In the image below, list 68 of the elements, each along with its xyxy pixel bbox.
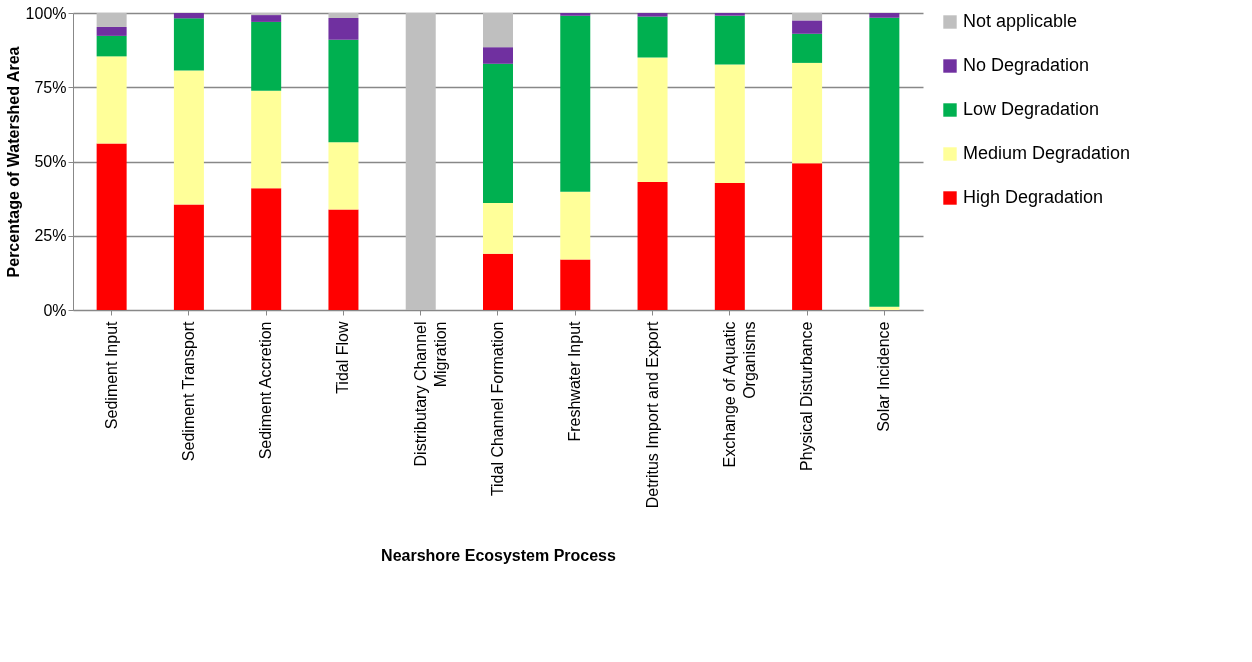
bar <box>637 13 668 17</box>
x-tick-label: Detritus Import and Export <box>643 320 661 509</box>
x-tick-label: Solar Incidence <box>875 321 893 432</box>
bar <box>328 142 359 210</box>
bar <box>483 13 513 48</box>
bar <box>483 47 513 64</box>
bar <box>96 35 127 57</box>
bar <box>251 90 282 189</box>
bar <box>251 21 282 91</box>
bar <box>251 15 282 22</box>
legend-label: Not applicable <box>963 11 1078 31</box>
x-tick-label: Sediment Accretion <box>257 321 275 460</box>
bar <box>96 143 127 310</box>
bar <box>560 15 591 192</box>
bar <box>869 13 900 18</box>
bar <box>483 63 513 204</box>
bar <box>96 13 127 27</box>
bar <box>405 13 436 310</box>
bar <box>714 15 745 65</box>
bar <box>714 182 745 310</box>
bar <box>328 13 359 19</box>
bar <box>328 18 359 40</box>
legend-label: No Degradation <box>963 55 1090 75</box>
y-tick-label: 50% <box>34 153 67 170</box>
legend-label: Low Degradation <box>963 99 1100 119</box>
x-tick-label: Tidal Flow <box>334 321 352 394</box>
bar <box>637 57 668 182</box>
x-tick-label: Distributary Channel Migration <box>411 321 449 467</box>
y-axis-title: Percentage of Watershed Area <box>4 46 22 278</box>
bar <box>714 13 745 16</box>
legend-label: Medium Degradation <box>963 143 1131 163</box>
bar <box>560 13 591 16</box>
bar <box>560 191 591 260</box>
bar <box>173 70 204 205</box>
bar <box>560 259 591 310</box>
bar <box>173 13 204 19</box>
y-tick-label: 100% <box>25 4 67 22</box>
bar <box>483 253 513 310</box>
bar <box>96 26 127 36</box>
x-tick-label: Tidal Channel Formation <box>489 321 506 497</box>
bar <box>483 203 513 254</box>
bar <box>792 13 823 21</box>
bar <box>251 13 282 16</box>
bar <box>328 39 359 143</box>
bar <box>637 181 668 310</box>
x-tick-label: Freshwater Input <box>566 320 584 442</box>
bar <box>328 209 359 310</box>
bar <box>173 204 204 310</box>
y-tick-label: 25% <box>34 227 67 245</box>
bar <box>792 20 823 34</box>
x-tick-label: Sediment Transport <box>179 320 197 462</box>
x-tick-label: Exchange of Aquatic Organisms <box>720 321 758 468</box>
bar <box>714 64 745 183</box>
bar <box>869 17 900 307</box>
bar <box>869 306 900 310</box>
legend-label: High Degradation <box>963 187 1104 207</box>
bar <box>637 16 668 58</box>
bar <box>173 18 204 71</box>
y-tick-label: 75% <box>34 78 67 96</box>
bar <box>792 62 823 164</box>
bar <box>96 56 127 144</box>
x-tick-label: Physical Disturbance <box>798 321 816 471</box>
bar <box>792 33 823 63</box>
bar <box>251 188 282 310</box>
y-tick-label: 0% <box>43 301 67 319</box>
x-axis-title: Nearshore Ecosystem Process <box>381 547 616 565</box>
x-tick-label: Sediment Input <box>102 320 120 430</box>
bar <box>792 163 823 310</box>
